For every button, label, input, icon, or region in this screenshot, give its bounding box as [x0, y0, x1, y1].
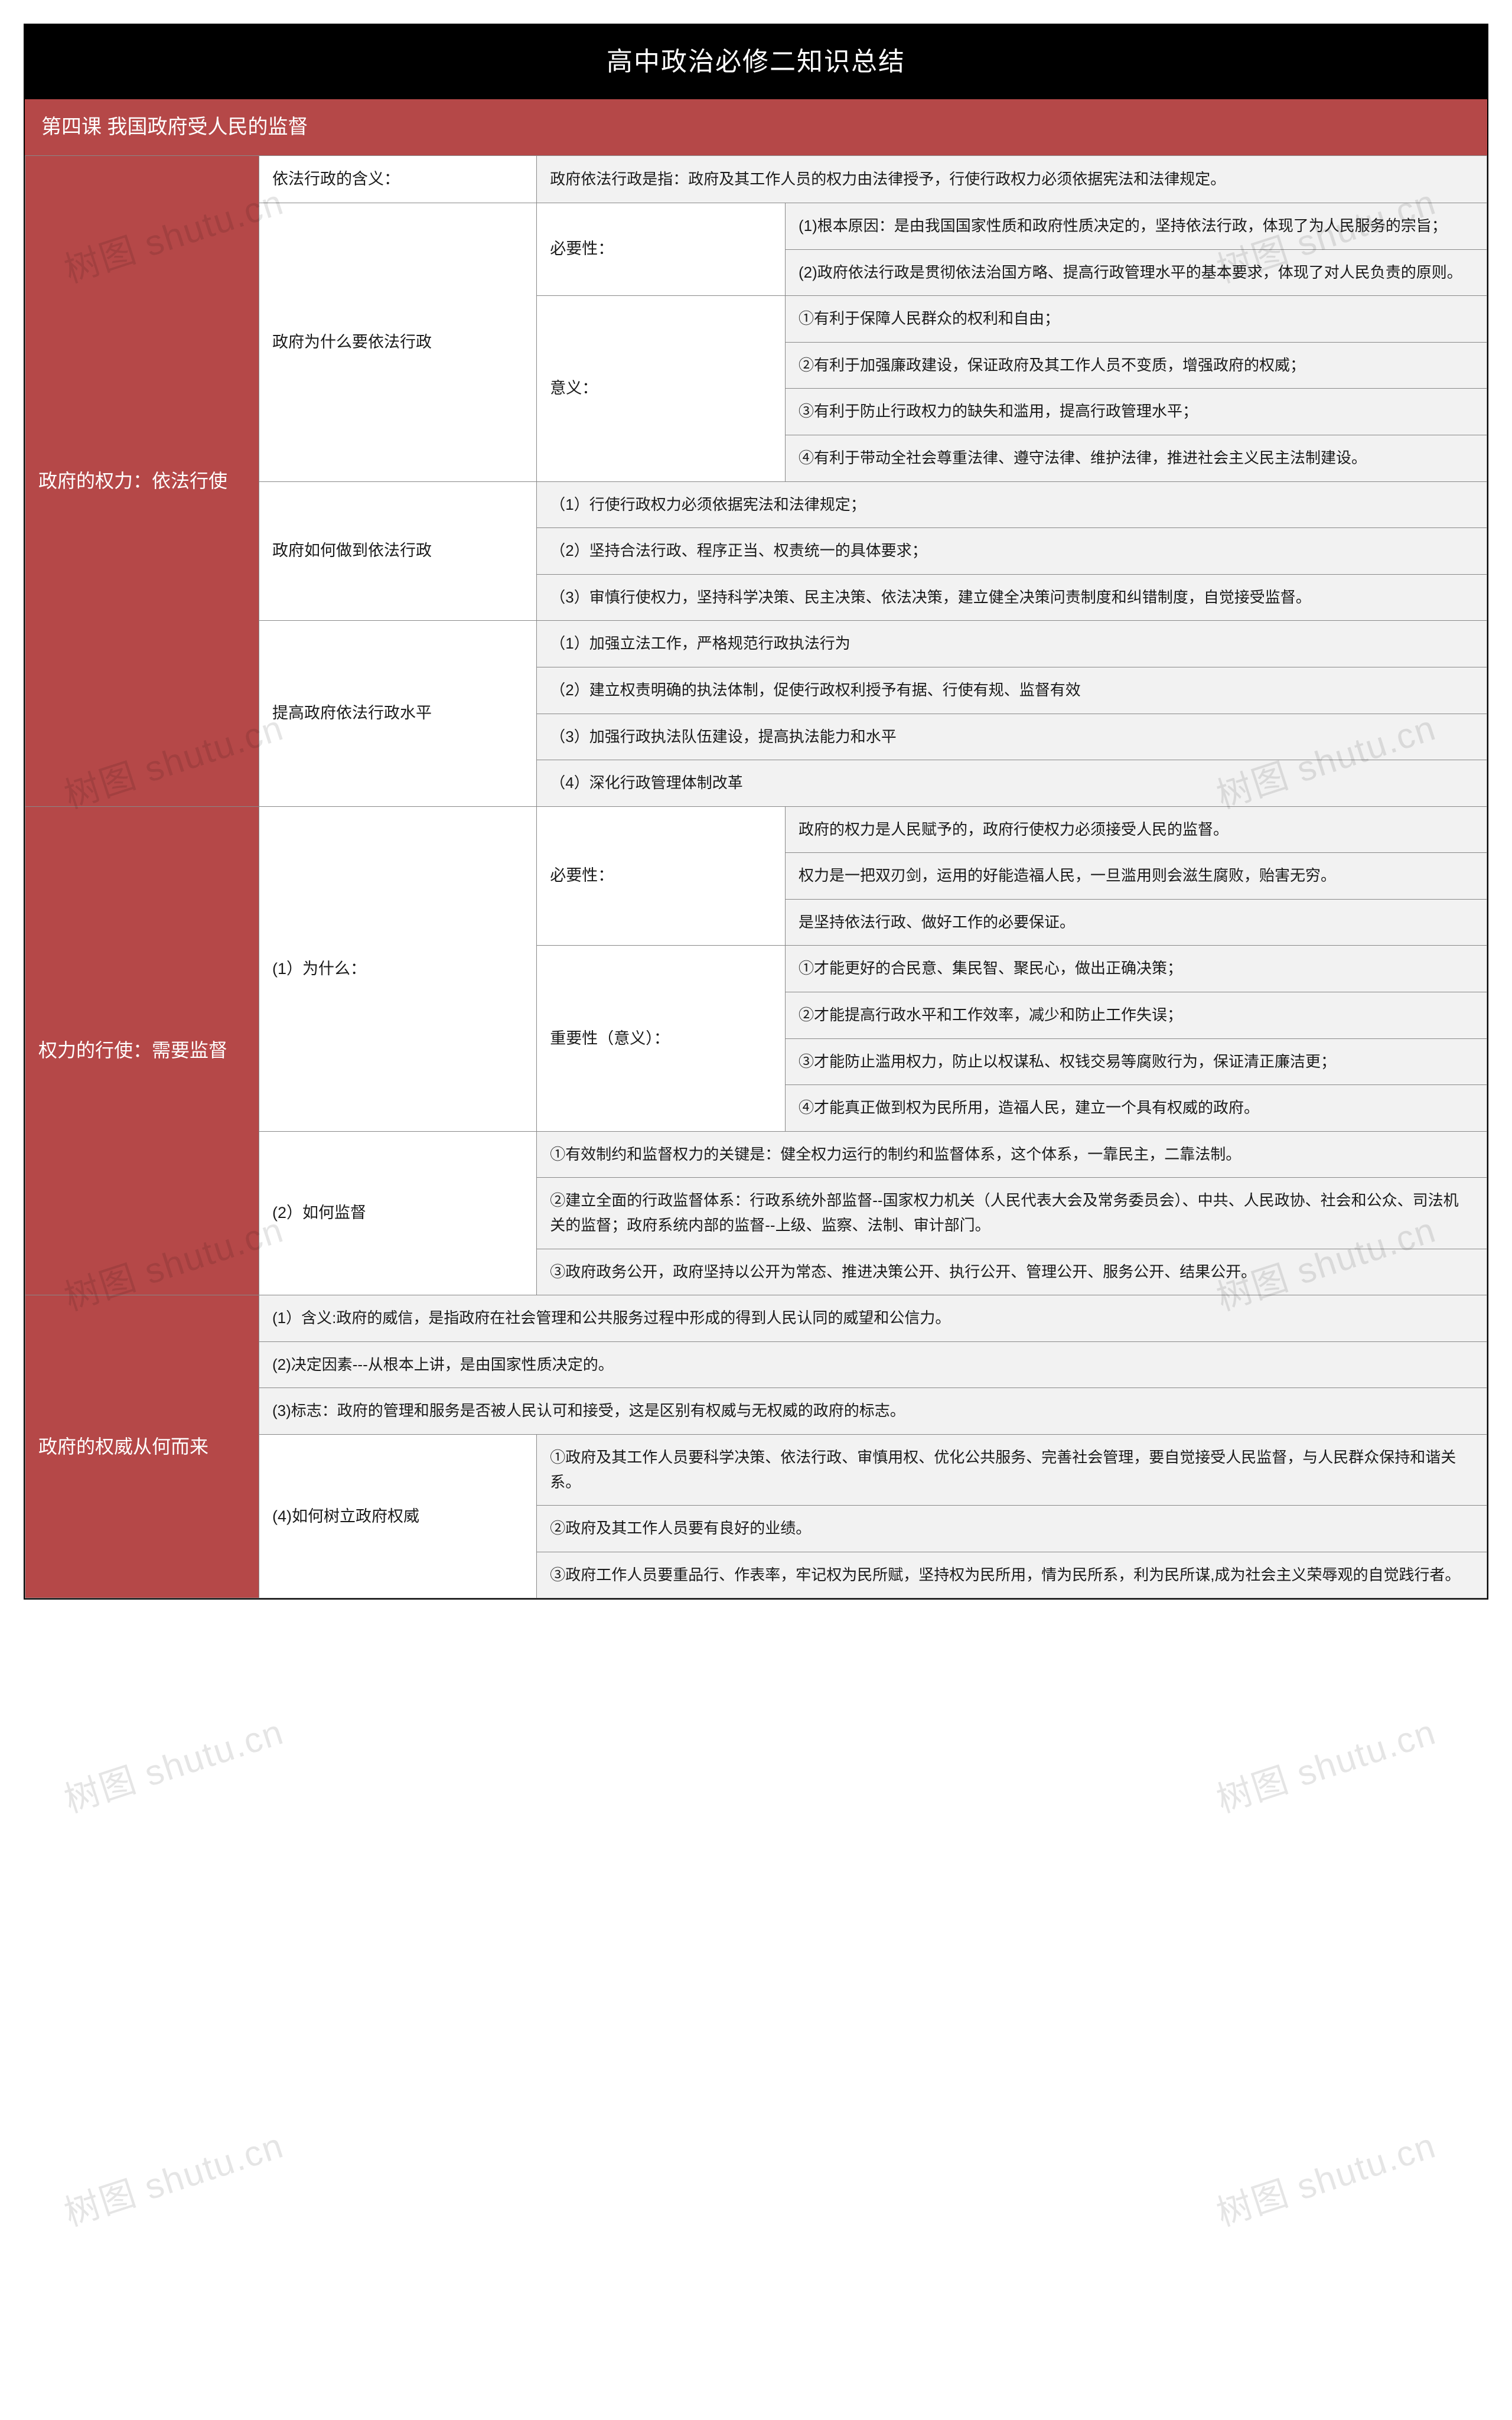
- content-cell: ①有效制约和监督权力的关键是：健全权力运行的制约和监督体系，这个体系，一靠民主，…: [537, 1131, 1487, 1178]
- content-cell: ③有利于防止行政权力的缺失和滥用，提高行政管理水平；: [786, 389, 1487, 435]
- content-cell: ②有利于加强廉政建设，保证政府及其工作人员不变质，增强政府的权威；: [786, 342, 1487, 389]
- content-cell: （2）坚持合法行政、程序正当、权责统一的具体要求；: [537, 528, 1487, 575]
- content-cell: （4）深化行政管理体制改革: [537, 760, 1487, 807]
- content-cell: ④才能真正做到权为民所用，造福人民，建立一个具有权威的政府。: [786, 1085, 1487, 1132]
- sub-heading: (2）如何监督: [259, 1131, 537, 1295]
- content-cell: 是坚持依法行政、做好工作的必要保证。: [786, 899, 1487, 946]
- content-cell: ①有利于保障人民群众的权利和自由；: [786, 296, 1487, 343]
- table-row: 政府的权力：依法行使依法行政的含义：政府依法行政是指：政府及其工作人员的权力由法…: [25, 155, 1487, 203]
- content-cell: （3）加强行政执法队伍建设，提高执法能力和水平: [537, 714, 1487, 760]
- content-cell: ②才能提高行政水平和工作效率，减少和防止工作失误；: [786, 992, 1487, 1039]
- content-cell: ②建立全面的行政监督体系：行政系统外部监督--国家权力机关（人民代表大会及常务委…: [537, 1178, 1487, 1249]
- content-cell: ③才能防止滥用权力，防止以权谋私、权钱交易等腐败行为，保证清正廉洁更；: [786, 1038, 1487, 1085]
- knowledge-tree-table: 政府的权力：依法行使依法行政的含义：政府依法行政是指：政府及其工作人员的权力由法…: [25, 155, 1487, 1599]
- sub-heading: 政府为什么要依法行政: [259, 203, 537, 481]
- content-cell: （2）建立权责明确的执法体制，促使行政权利授予有据、行使有规、监督有效: [537, 667, 1487, 714]
- sub-heading: (4)如何树立政府权威: [259, 1435, 537, 1598]
- content-cell: ④有利于带动全社会尊重法律、遵守法律、维护法律，推进社会主义民主法制建设。: [786, 435, 1487, 481]
- section-heading: 政府的权力：依法行使: [25, 155, 259, 806]
- watermark: 树图 shutu.cn: [57, 1704, 291, 1828]
- watermark: 树图 shutu.cn: [57, 2118, 291, 2242]
- sub-heading: 政府如何做到依法行政: [259, 481, 537, 621]
- section-heading: 政府的权威从何而来: [25, 1295, 259, 1598]
- sub-heading: 依法行政的含义：: [259, 155, 537, 203]
- section-heading: 权力的行使：需要监督: [25, 806, 259, 1295]
- content-cell: (1)根本原因：是由我国国家性质和政府性质决定的，坚持依法行政，体现了为人民服务…: [786, 203, 1487, 249]
- sub-heading: (1）为什么：: [259, 806, 537, 1131]
- watermark: 树图 shutu.cn: [1209, 1704, 1443, 1828]
- content-cell: (2)决定因素---从根本上讲，是由国家性质决定的。: [259, 1341, 1487, 1388]
- lesson-subtitle: 第四课 我国政府受人民的监督: [25, 99, 1487, 155]
- nested-label: 必要性：: [537, 203, 786, 295]
- page-title: 高中政治必修二知识总结: [25, 25, 1487, 99]
- document-page: 高中政治必修二知识总结 第四课 我国政府受人民的监督 政府的权力：依法行使依法行…: [24, 24, 1488, 1600]
- content-cell: (2)政府依法行政是贯彻依法治国方略、提高行政管理水平的基本要求，体现了对人民负…: [786, 249, 1487, 296]
- table-row: 权力的行使：需要监督(1）为什么：必要性：政府的权力是人民赋予的，政府行使权力必…: [25, 806, 1487, 853]
- content-cell: （1）加强立法工作，严格规范行政执法行为: [537, 621, 1487, 667]
- content-cell: ①政府及其工作人员要科学决策、依法行政、审慎用权、优化公共服务、完善社会管理，要…: [537, 1435, 1487, 1506]
- content-cell: ①才能更好的合民意、集民智、聚民心，做出正确决策；: [786, 946, 1487, 992]
- content-cell: 政府依法行政是指：政府及其工作人员的权力由法律授予，行使行政权力必须依据宪法和法…: [537, 155, 1487, 203]
- table-row: 政府的权威从何而来(1）含义:政府的威信，是指政府在社会管理和公共服务过程中形成…: [25, 1295, 1487, 1342]
- content-cell: 政府的权力是人民赋予的，政府行使权力必须接受人民的监督。: [786, 806, 1487, 853]
- content-cell: 权力是一把双刃剑，运用的好能造福人民，一旦滥用则会滋生腐败，贻害无穷。: [786, 853, 1487, 900]
- nested-label: 意义：: [537, 296, 786, 481]
- nested-label: 必要性：: [537, 806, 786, 946]
- content-cell: （1）行使行政权力必须依据宪法和法律规定；: [537, 481, 1487, 528]
- content-cell: ③政府政务公开，政府坚持以公开为常态、推进决策公开、执行公开、管理公开、服务公开…: [537, 1249, 1487, 1295]
- content-cell: (1）含义:政府的威信，是指政府在社会管理和公共服务过程中形成的得到人民认同的威…: [259, 1295, 1487, 1342]
- content-cell: ③政府工作人员要重品行、作表率，牢记权为民所赋，坚持权为民所用，情为民所系，利为…: [537, 1552, 1487, 1598]
- nested-label: 重要性（意义）：: [537, 946, 786, 1131]
- content-cell: ②政府及其工作人员要有良好的业绩。: [537, 1506, 1487, 1552]
- sub-heading: 提高政府依法行政水平: [259, 621, 537, 806]
- content-cell: （3）审慎行使权力，坚持科学决策、民主决策、依法决策，建立健全决策问责制度和纠错…: [537, 574, 1487, 621]
- content-cell: (3)标志：政府的管理和服务是否被人民认可和接受，这是区别有权威与无权威的政府的…: [259, 1388, 1487, 1435]
- watermark: 树图 shutu.cn: [1209, 2118, 1443, 2242]
